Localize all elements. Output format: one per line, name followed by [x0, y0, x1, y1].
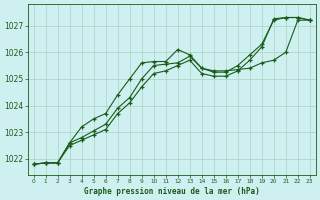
X-axis label: Graphe pression niveau de la mer (hPa): Graphe pression niveau de la mer (hPa)	[84, 187, 260, 196]
